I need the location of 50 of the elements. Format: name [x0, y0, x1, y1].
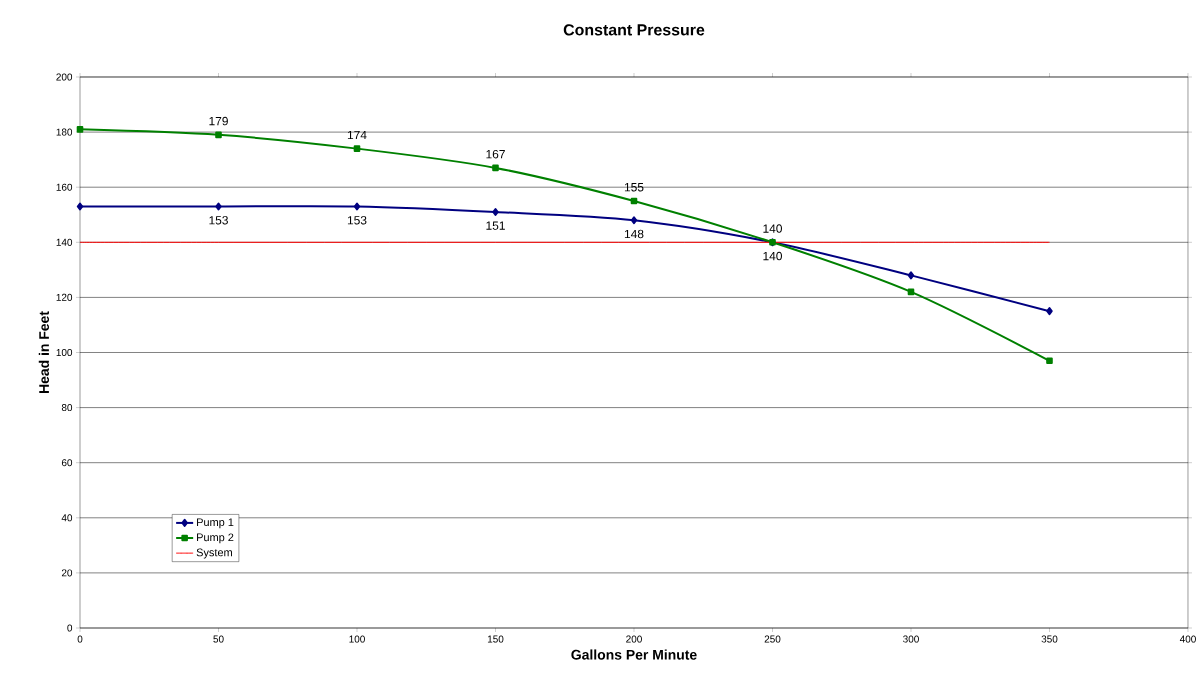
legend-label: Pump 2: [197, 533, 234, 544]
x-axis-title: Gallons Per Minute: [571, 649, 697, 660]
legend-label: Pump 1: [197, 518, 234, 529]
x-tick-label: 250: [764, 635, 781, 643]
point: [907, 288, 915, 296]
x-tick-label: 100: [349, 635, 365, 643]
data-label: 174: [347, 130, 367, 140]
data-label: 167: [486, 149, 505, 159]
point: [353, 202, 361, 211]
y-tick-label: 180: [56, 128, 73, 136]
data-label: 148: [624, 229, 644, 239]
point: [630, 216, 638, 225]
y-tick-label: 200: [56, 73, 73, 81]
point: [630, 197, 638, 205]
point: [76, 202, 84, 211]
point: [1046, 307, 1053, 316]
data-label: 153: [209, 216, 228, 225]
point: [76, 126, 84, 133]
legend-label: System: [196, 548, 232, 559]
y-axis-title: Head in Feet: [38, 311, 50, 394]
y-tick-label: 160: [56, 183, 73, 191]
data-label: 179: [209, 116, 228, 126]
y-tick-label: 100: [56, 348, 73, 357]
x-tick-label: 0: [77, 635, 83, 643]
x-tick-label: 300: [903, 635, 919, 643]
data-label: 155: [624, 183, 644, 192]
x-tick-label: 50: [213, 635, 224, 643]
point: [1046, 357, 1053, 365]
data-label: 153: [347, 216, 367, 225]
x-tick-label: 200: [626, 635, 642, 643]
y-tick-label: 40: [61, 514, 73, 522]
point: [215, 131, 222, 139]
y-tick-label: 120: [56, 293, 73, 301]
data-label: 151: [486, 221, 505, 230]
y-tick-label: 0: [67, 624, 73, 632]
y-tick-label: 140: [56, 238, 73, 246]
y-tick-label: 80: [61, 404, 73, 412]
point: [353, 145, 361, 152]
point: [492, 207, 499, 216]
point: [907, 271, 915, 280]
x-tick-label: 350: [1041, 635, 1058, 643]
chart-title: Constant Pressure: [563, 24, 705, 36]
y-tick-label: 20: [61, 569, 73, 577]
x-tick-label: 400: [1179, 635, 1196, 643]
data-label: 140: [763, 224, 782, 233]
point: [492, 164, 499, 172]
x-tick-label: 150: [487, 635, 504, 643]
y-tick-label: 60: [61, 459, 73, 467]
data-label: 140: [763, 251, 782, 261]
point: [215, 202, 222, 211]
